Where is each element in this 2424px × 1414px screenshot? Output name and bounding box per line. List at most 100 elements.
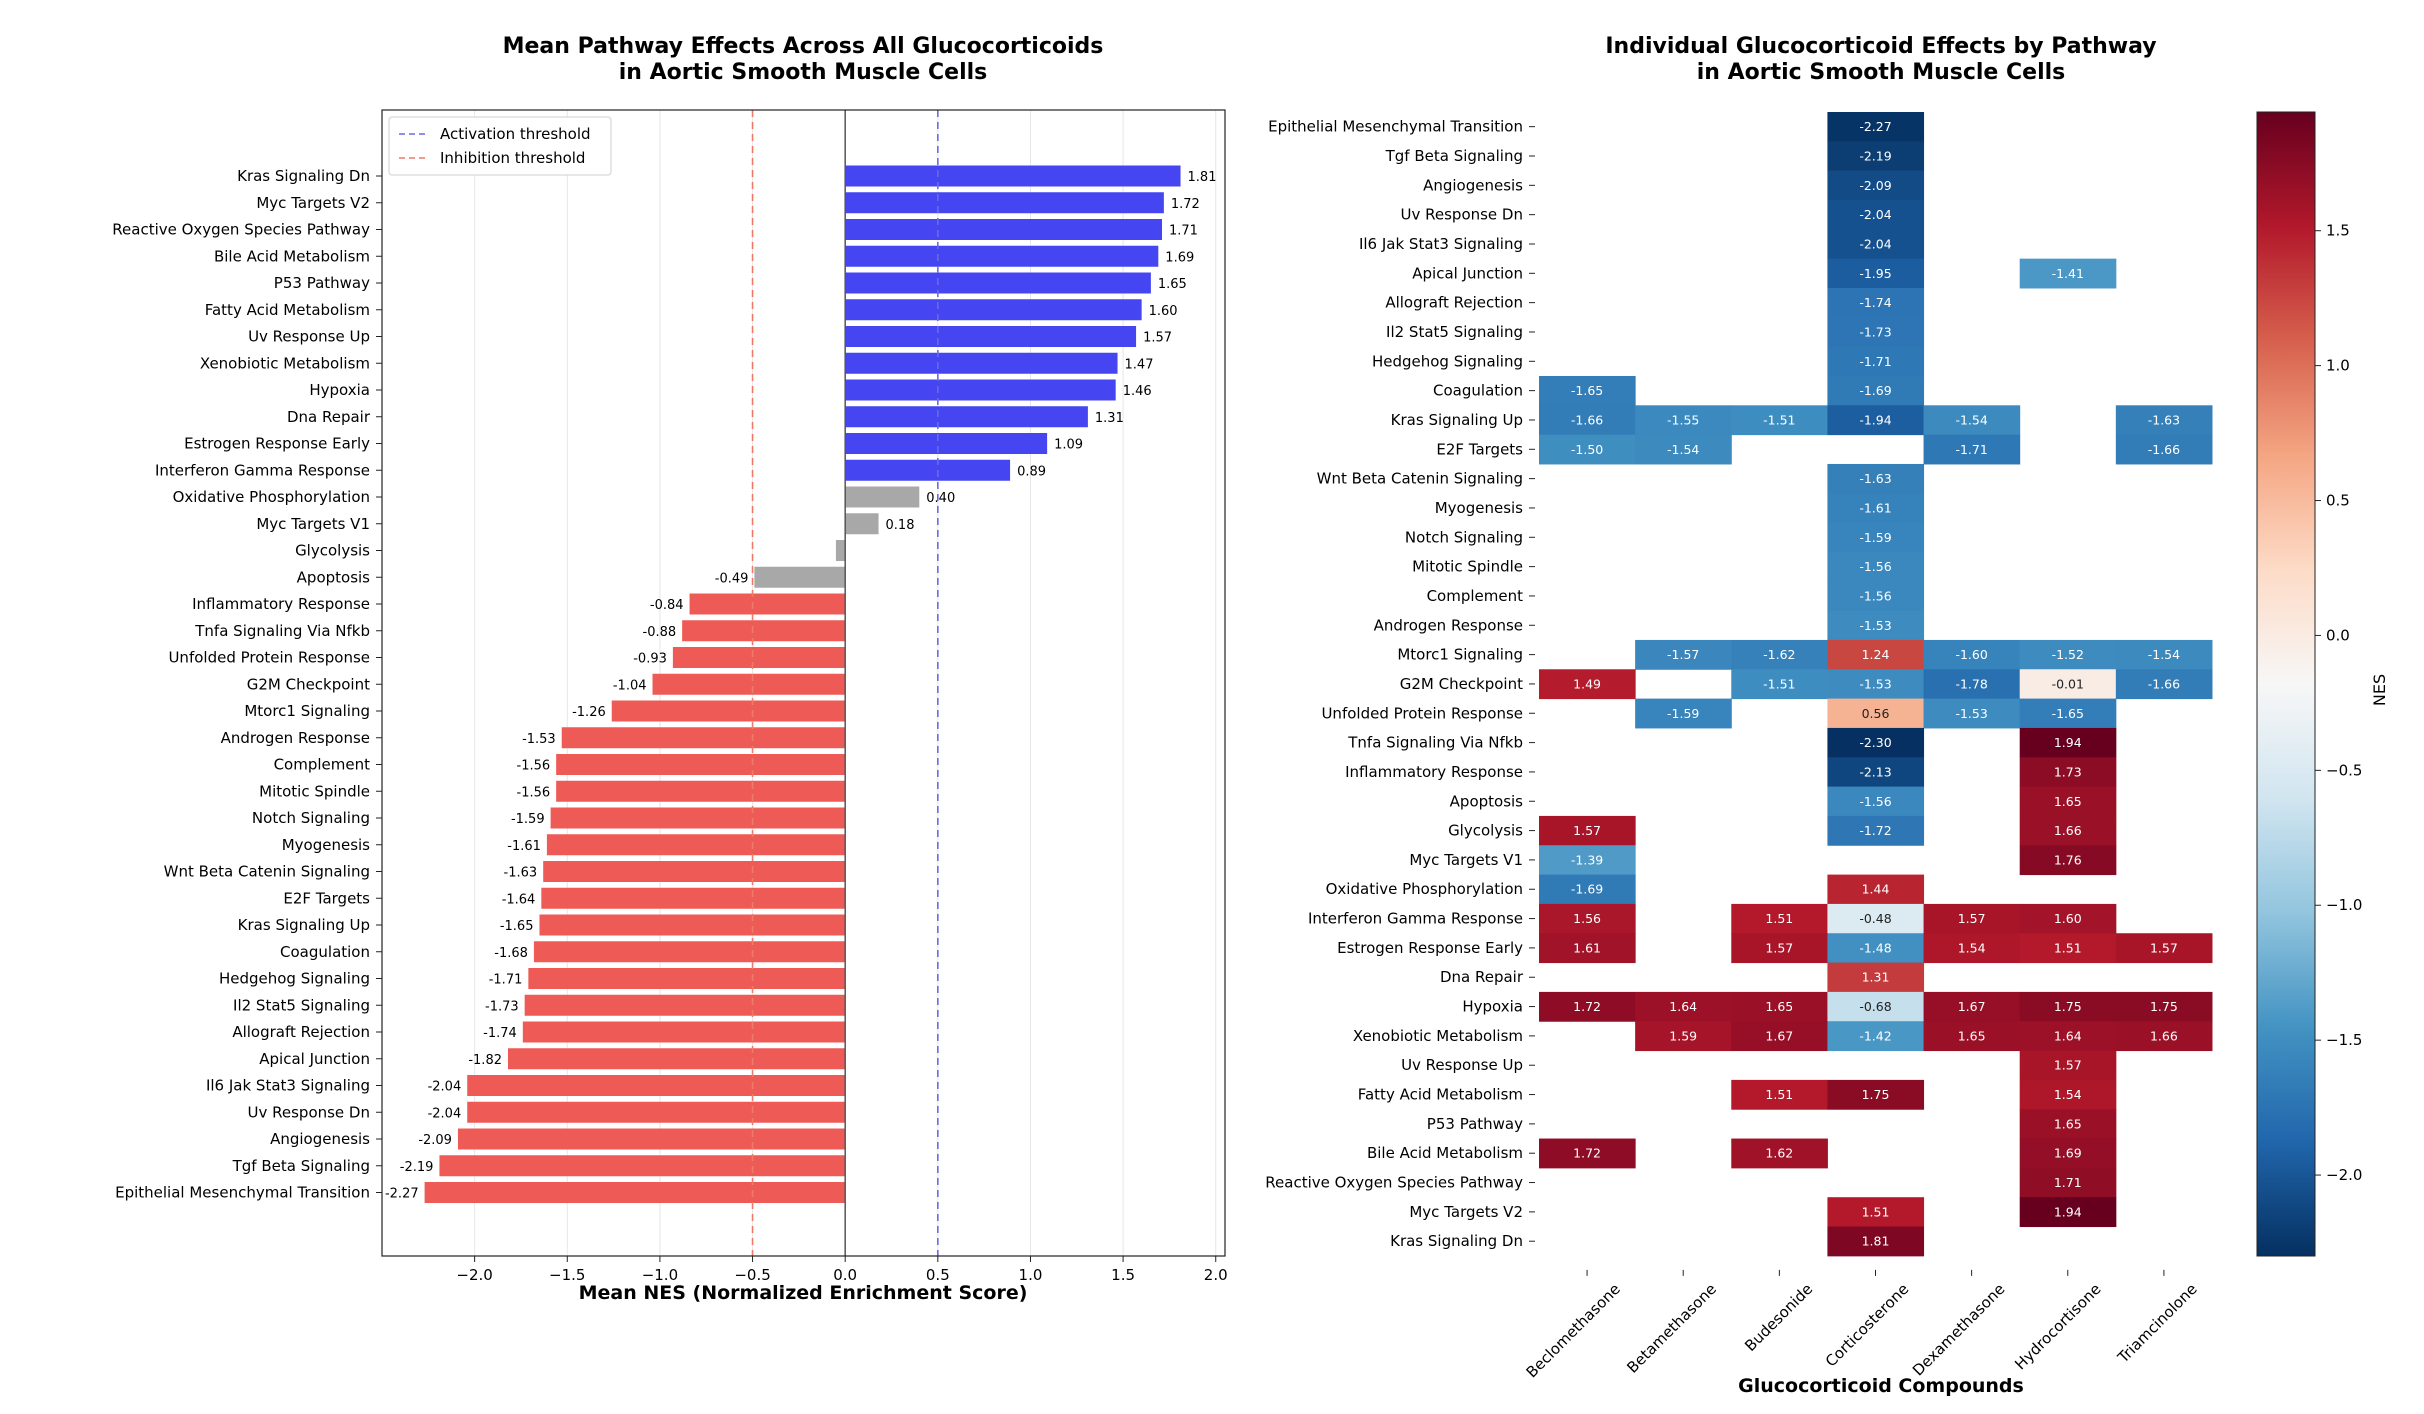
heatmap-cell-value: 1.57 xyxy=(2150,940,2178,955)
bar-category-label: Mtorc1 Signaling xyxy=(244,702,370,720)
heatmap-cell xyxy=(2115,405,2213,436)
heatmap-row-label: Hedgehog Signaling xyxy=(1372,352,1523,370)
bar-value-label: -1.82 xyxy=(468,1053,502,1068)
heatmap-cell-value: -1.63 xyxy=(1859,471,1891,486)
heatmap-cell-value: 1.76 xyxy=(2054,852,2082,867)
bar-value-label: 1.71 xyxy=(1169,224,1198,239)
bar-value-label: 1.57 xyxy=(1143,331,1172,346)
bar-category-label: Complement xyxy=(274,756,371,774)
heatmap-cell-value: 1.69 xyxy=(2054,1146,2082,1161)
heatmap-cell xyxy=(2115,669,2213,700)
heatmap-cell xyxy=(2019,727,2117,758)
bar-category-label: Hypoxia xyxy=(309,381,370,399)
heatmap-cell xyxy=(1827,610,1925,641)
heatmap-cell xyxy=(2019,669,2117,700)
heatmap-cell-value: 1.71 xyxy=(2054,1175,2082,1190)
heatmap-row-label: Reactive Oxygen Species Pathway xyxy=(1265,1174,1523,1192)
heatmap-cell xyxy=(1923,639,2021,670)
heatmap-cell-value: 1.75 xyxy=(1862,1087,1890,1102)
heatmap-cell-value: 1.65 xyxy=(1765,999,1793,1014)
heatmap-cell xyxy=(1635,991,1732,1022)
bar xyxy=(439,1155,846,1177)
heatmap-cell xyxy=(1827,639,1925,670)
heatmap-cell-value: 0.56 xyxy=(1862,706,1890,721)
bar-value-label: -1.65 xyxy=(500,919,534,934)
bar-value-label: -0.84 xyxy=(650,598,684,613)
heatmap-cell-value: 1.75 xyxy=(2150,999,2178,1014)
legend-label: Activation threshold xyxy=(440,125,591,143)
heatmap-cell-value: -2.13 xyxy=(1859,764,1891,779)
heatmap-cell-value: 1.65 xyxy=(2054,794,2082,809)
bar-value-label: -0.49 xyxy=(715,571,749,586)
heatmap-cell xyxy=(2115,1021,2213,1052)
heatmap-cell xyxy=(1539,874,1636,905)
heatmap-row-label: Unfolded Protein Response xyxy=(1321,704,1523,722)
heatmap-cell xyxy=(1539,991,1636,1022)
heatmap-cell xyxy=(1827,903,1925,934)
bar-value-label: -1.63 xyxy=(504,866,538,881)
heatmap-cell xyxy=(2019,639,2117,670)
bar-value-label: 1.09 xyxy=(1054,438,1083,453)
heatmap-cell xyxy=(2019,698,2117,729)
heatmap-row-label: E2F Targets xyxy=(1436,440,1523,458)
heatmap-row-label: Complement xyxy=(1427,587,1524,605)
bar xyxy=(845,406,1088,428)
heatmap-row-label: Androgen Response xyxy=(1374,616,1523,634)
bar-category-label: Angiogenesis xyxy=(270,1130,370,1148)
bar xyxy=(528,968,846,989)
heatmap-cell xyxy=(1731,639,1828,670)
bar xyxy=(845,326,1137,347)
heatmap-cell xyxy=(1827,258,1925,289)
heatmap-cell-value: -1.74 xyxy=(1859,295,1891,310)
bar xyxy=(611,700,846,722)
bar-category-label: Epithelial Mesenchymal Transition xyxy=(115,1184,370,1202)
heatmap-cell xyxy=(1731,1138,1828,1169)
bar-value-label: 1.69 xyxy=(1165,250,1194,265)
heatmap-cell-value: 1.94 xyxy=(2054,735,2082,750)
bar xyxy=(835,540,846,561)
bar xyxy=(682,620,846,642)
heatmap-cell xyxy=(1827,199,1925,230)
bar xyxy=(522,1021,846,1043)
bar-category-label: Glycolysis xyxy=(295,542,370,560)
heatmap-cell-value: 1.57 xyxy=(1573,823,1601,838)
heatmap-row-label: Oxidative Phosphorylation xyxy=(1326,880,1523,898)
bar xyxy=(457,1128,846,1150)
bar-chart: Kras Signaling Dn 1.81 Myc Targets V2 1.72 R… xyxy=(112,109,1228,1284)
heatmap-cell-value: -1.71 xyxy=(1859,354,1891,369)
bar-category-label: Myc Targets V2 xyxy=(256,194,370,212)
heatmap-cell xyxy=(1539,903,1636,934)
heatmap-col-label: Betamethasone xyxy=(1623,1280,1720,1377)
heatmap-row-label: Tgf Beta Signaling xyxy=(1385,147,1523,165)
heatmap-row-label: Apoptosis xyxy=(1450,792,1524,810)
heatmap-cell-value: 1.57 xyxy=(2054,1058,2082,1073)
heatmap-cell xyxy=(2115,639,2213,670)
heatmap-cell-value: -2.27 xyxy=(1859,119,1891,134)
heatmap-cell-value: -1.95 xyxy=(1859,266,1891,281)
heatmap-cell-value: 1.44 xyxy=(1862,882,1890,897)
bar xyxy=(467,1075,846,1096)
heatmap-cell xyxy=(1827,1197,1925,1228)
heatmap-cell-value: -2.30 xyxy=(1859,735,1891,750)
bar xyxy=(672,647,846,668)
heatmap-cell-value: -1.71 xyxy=(1955,442,1987,457)
heatmap-cell-value: 1.60 xyxy=(2054,911,2082,926)
heatmap-cell-value: 1.57 xyxy=(1765,940,1793,955)
bar-category-label: Wnt Beta Catenin Signaling xyxy=(164,863,370,881)
bar xyxy=(467,1101,846,1123)
heatmap-cell-value: 1.73 xyxy=(2054,764,2082,779)
heatmap-cell xyxy=(1731,933,1828,964)
bar xyxy=(845,272,1151,294)
heatmap-col-label: Beclomethasone xyxy=(1523,1280,1624,1381)
bar-value-label: -2.04 xyxy=(428,1106,462,1121)
heatmap-row-label: Fatty Acid Metabolism xyxy=(1358,1086,1523,1104)
heatmap-cell xyxy=(2019,933,2117,964)
bar-value-label: -1.74 xyxy=(483,1026,517,1041)
bar-value-label: -2.19 xyxy=(400,1160,434,1175)
heatmap-cell-value: 1.54 xyxy=(2054,1087,2082,1102)
heatmap-row-label: Mtorc1 Signaling xyxy=(1397,646,1523,664)
x-tick-label: −1.0 xyxy=(642,1266,678,1284)
heatmap-cell xyxy=(2019,786,2117,817)
heatmap-cell xyxy=(2019,1167,2117,1198)
heatmap-subtitle: in Aortic Smooth Muscle Cells xyxy=(1697,60,2066,85)
